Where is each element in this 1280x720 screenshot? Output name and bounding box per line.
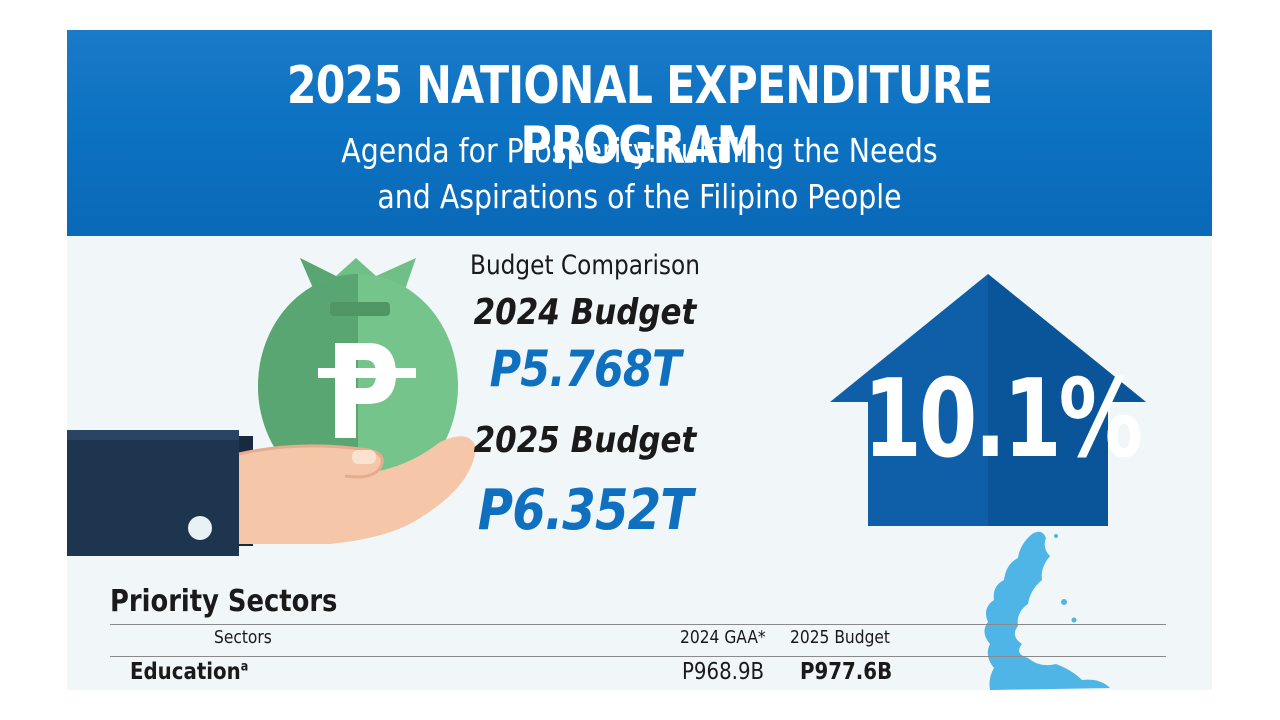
column-header-sectors: Sectors [214,627,272,648]
subtitle-line-2: and Aspirations of the Filipino People [377,177,902,216]
budget-2024-label: 2024 Budget [473,292,697,333]
growth-arrow: 10.1% [828,274,1148,526]
up-arrow-icon [830,274,1146,526]
money-bag-icon [67,258,476,556]
sector-name: Education [130,659,241,685]
philippines-map-icon [984,531,1110,690]
sector-footnote-mark: a [240,659,249,675]
column-header-2025-budget: 2025 Budget [790,627,891,648]
budget-2025-label: 2025 Budget [473,420,697,461]
cufflink-icon [188,516,212,540]
subtitle-line-1: Agenda for Prosperity: Fulfilling the Ne… [341,131,938,170]
page-subtitle: Agenda for Prosperity: Fulfilling the Ne… [147,128,1132,220]
table-header-rule [110,656,1166,657]
budget-2024-value: P5.768T [489,340,682,398]
priority-sectors-title: Priority Sectors [110,584,338,619]
header-banner: 2025 NATIONAL EXPENDITURE PROGRAM Agenda… [67,30,1212,236]
page-title: 2025 NATIONAL EXPENDITURE PROGRAM [286,56,993,176]
table-top-rule [110,624,1166,625]
column-header-2024-gaa: 2024 GAA* [680,627,766,648]
growth-percentage: 10.1% [863,357,1143,482]
table-row-sector: Educationa [130,659,248,685]
budget-2025-value: P6.352T [477,478,693,543]
budget-comparison-heading: Budget Comparison [470,250,700,281]
table-row-2024-gaa: P968.9B [682,659,765,685]
table-row-2025-budget: P977.6B [800,659,893,685]
